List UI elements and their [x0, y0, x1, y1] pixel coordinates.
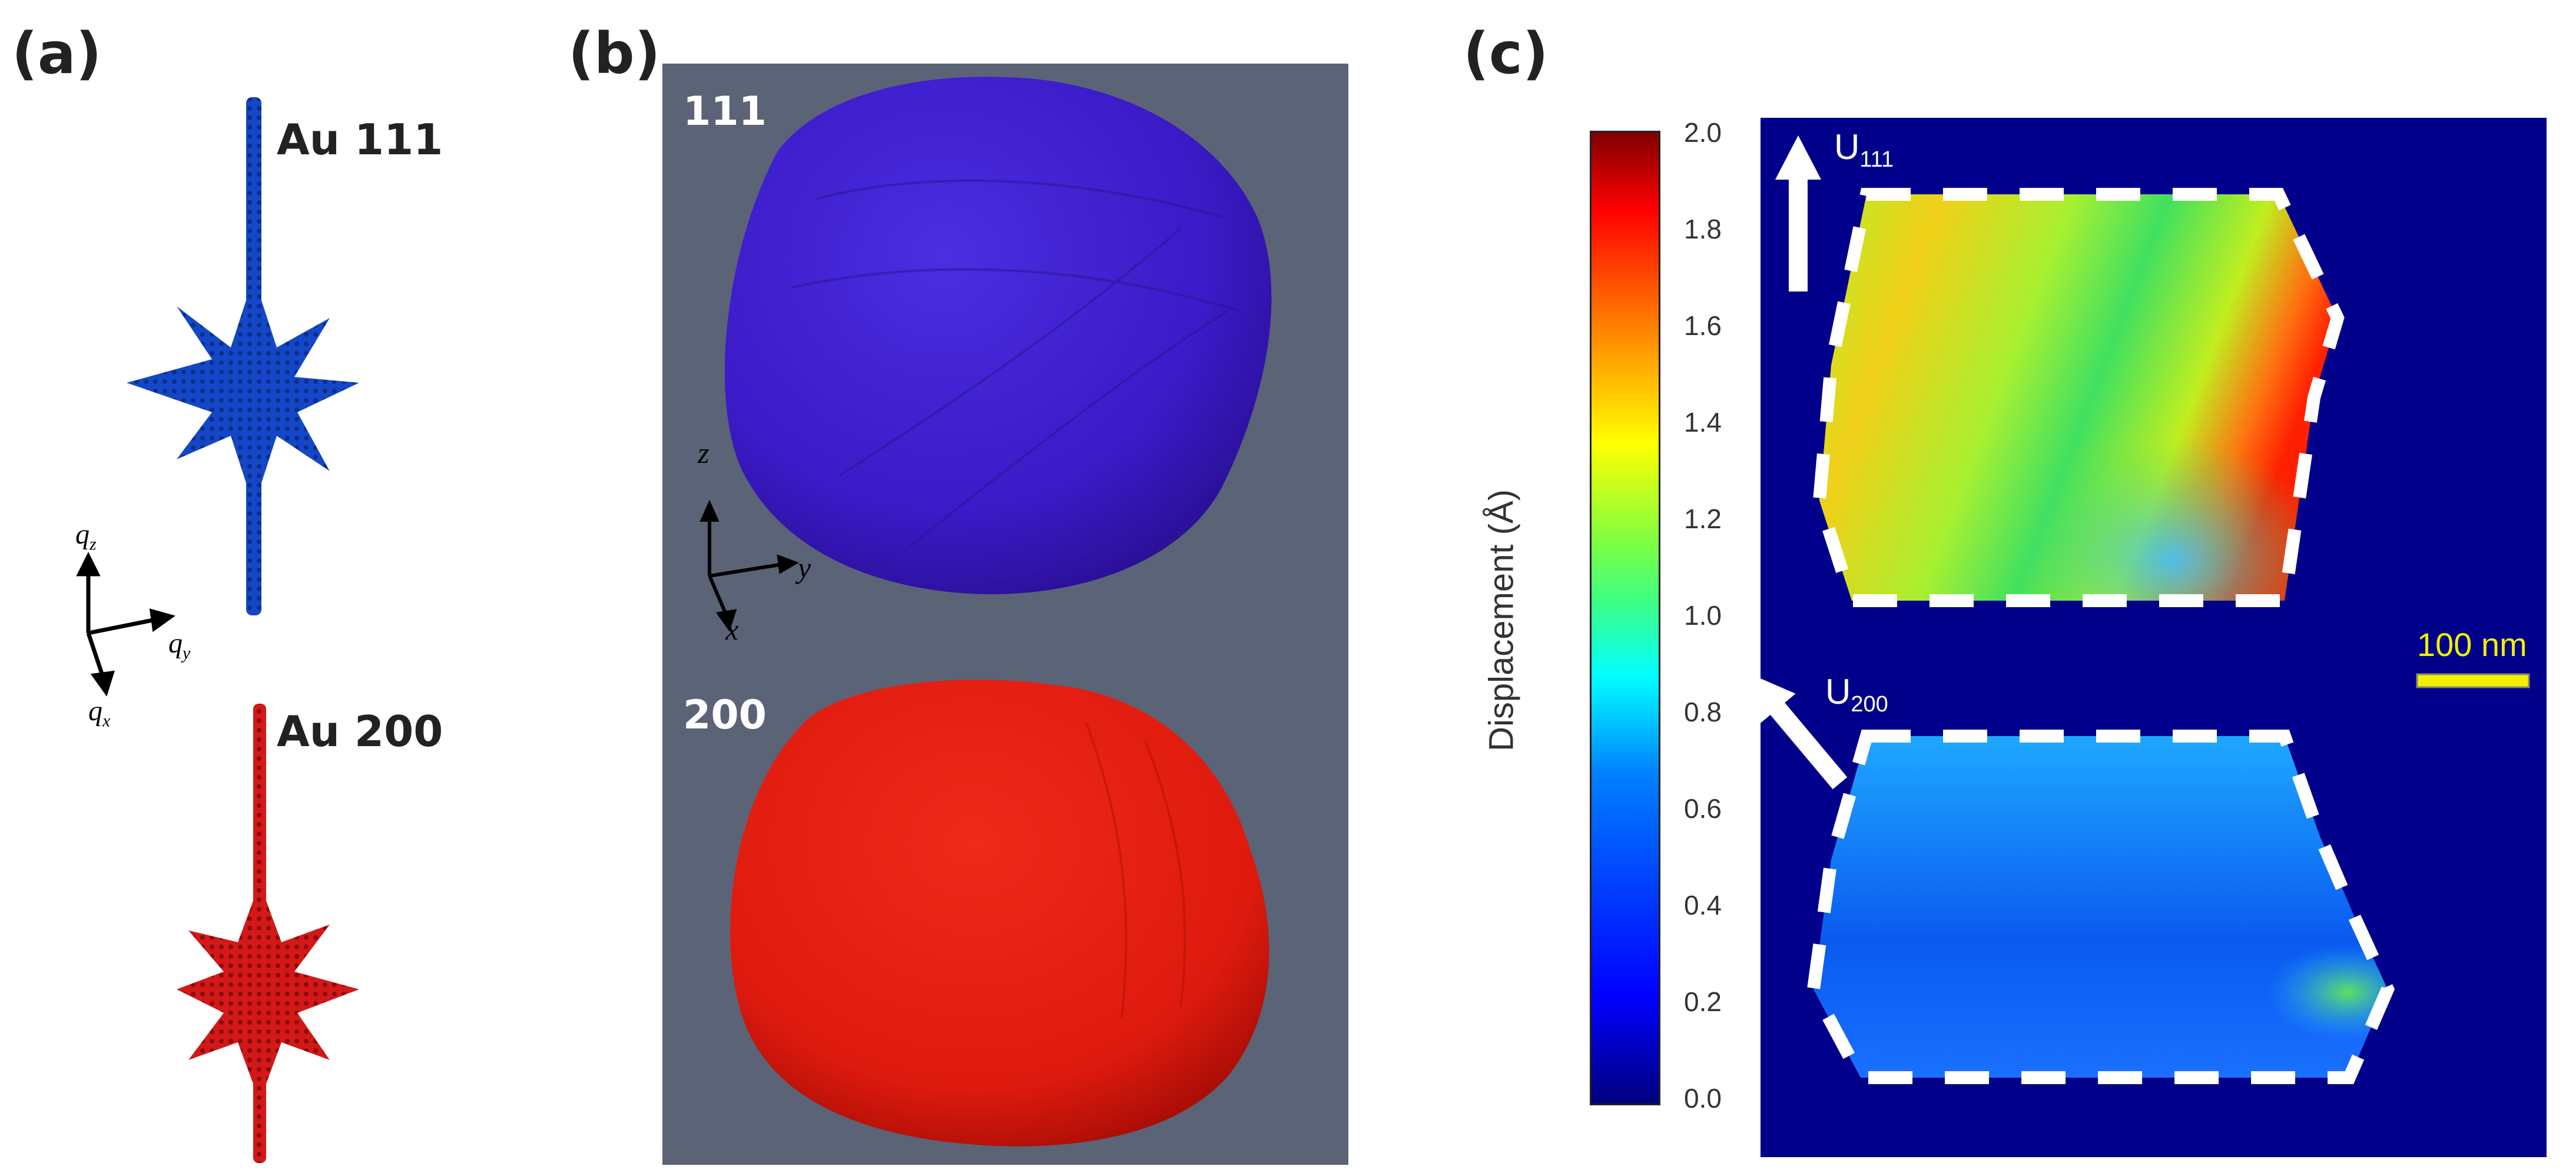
- colorbar-tick: 1.8: [1684, 214, 1722, 244]
- scale-bar-label: 100 nm: [2417, 626, 2527, 663]
- colorbar: [1590, 131, 1660, 1105]
- y-axis-label: y: [798, 551, 811, 584]
- colorbar-tick: 0.0: [1684, 1083, 1722, 1114]
- qz-label: qz: [75, 519, 97, 554]
- u111-label: U111: [1834, 127, 1894, 172]
- z-axis-label: z: [698, 436, 710, 469]
- displacement-map: [1761, 118, 2547, 1157]
- grain-111: [1812, 188, 2345, 607]
- peak-200-label: Au 200: [277, 707, 443, 756]
- x-axis-label: x: [725, 613, 739, 646]
- colorbar-tick: 2.0: [1684, 117, 1722, 148]
- panel-a-label: (a): [12, 21, 102, 87]
- panel-a-figure: [76, 97, 359, 1163]
- u200-label: U200: [1825, 672, 1888, 717]
- peak-111-label: Au 111: [277, 115, 443, 164]
- colorbar-title: Displacement (Å): [1482, 489, 1521, 751]
- crystal-111: [724, 77, 1272, 595]
- colorbar-tick: 1.6: [1684, 310, 1722, 341]
- panel-b-label: (b): [568, 21, 661, 87]
- bragg-peak-200: [177, 704, 359, 1163]
- colorbar-tick: 0.4: [1684, 890, 1722, 920]
- colorbar-tick: 0.8: [1684, 697, 1722, 727]
- xyz-axes: [699, 499, 799, 632]
- u200-arrow: [1761, 673, 1848, 790]
- panel-c-label: (c): [1463, 21, 1549, 87]
- panel-b-figure: [662, 64, 1348, 1165]
- crystal-111-label: 111: [683, 88, 767, 135]
- scale-bar: [2416, 673, 2530, 688]
- crystal-200-label: 200: [683, 692, 767, 738]
- grain-200: [1806, 730, 2395, 1084]
- bragg-peak-111: [127, 97, 359, 615]
- colorbar-tick: 0.6: [1684, 793, 1722, 824]
- crystal-200: [730, 680, 1269, 1147]
- q-axes: [76, 552, 175, 697]
- colorbar-tick: 1.2: [1684, 503, 1722, 534]
- colorbar-tick: 1.0: [1684, 600, 1722, 631]
- colorbar-tick: 0.2: [1684, 986, 1722, 1017]
- u111-arrow: [1775, 135, 1821, 291]
- qy-label: qy: [168, 628, 191, 663]
- qx-label: qx: [88, 695, 111, 731]
- colorbar-tick: 1.4: [1684, 407, 1722, 438]
